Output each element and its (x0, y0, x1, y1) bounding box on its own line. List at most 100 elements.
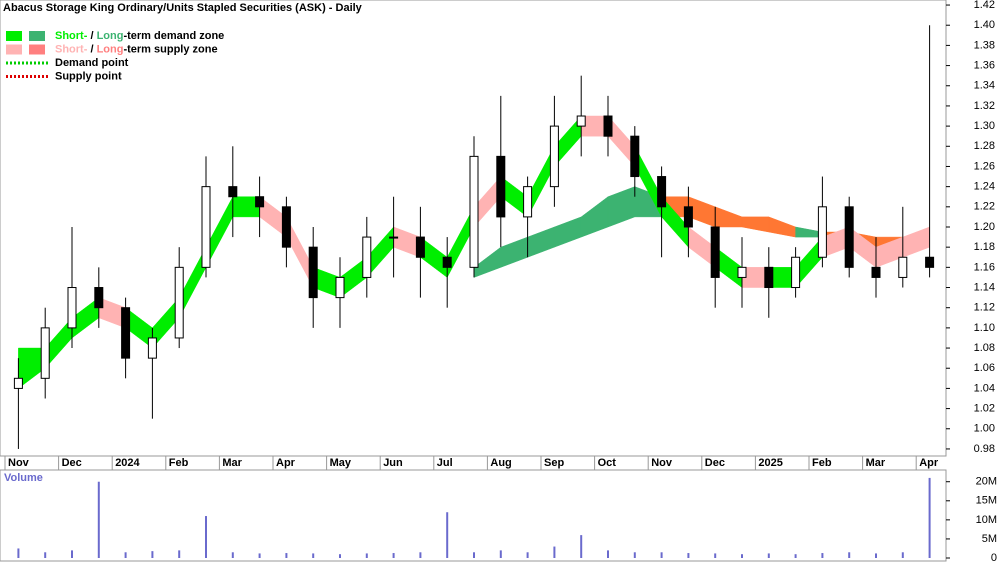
x-tick-label: Jul (437, 457, 453, 469)
y-tick-label: 20M (976, 476, 997, 488)
candle-body (737, 266, 747, 278)
y-tick-label: 1.38 (974, 39, 995, 51)
legend-text: -term demand zone (123, 30, 224, 42)
volume-bar (821, 553, 824, 558)
candle-body (791, 256, 801, 289)
volume-bar (741, 554, 743, 558)
x-tick-label: Oct (598, 457, 617, 469)
x-tick-label: Apr (919, 457, 939, 469)
legend-label: Demand point (55, 57, 129, 69)
volume-bar (473, 552, 475, 558)
volume-bar (875, 553, 877, 558)
y-tick-label: 1.02 (974, 402, 995, 414)
volume-bar (258, 553, 261, 558)
legend-label: Short- / Long-term supply zone (55, 43, 218, 55)
volume-bar (446, 512, 449, 558)
legend-text: -term supply zone (123, 43, 217, 55)
x-tick-label: Apr (276, 457, 296, 469)
y-tick-label: 0 (991, 552, 997, 562)
x-tick-label: Mar (222, 457, 242, 469)
volume-bar (714, 553, 717, 558)
volume-bar (285, 553, 288, 558)
y-tick-label: 1.42 (974, 0, 995, 11)
x-tick-label: Dec (62, 457, 82, 469)
legend-swatch (6, 44, 22, 55)
legend-swatch (29, 44, 45, 55)
volume-bar (660, 552, 663, 558)
candle-body (13, 377, 23, 389)
volume-bar (928, 477, 931, 558)
legend-label: Supply point (55, 70, 122, 82)
volume-bar (392, 553, 395, 558)
volume-title: Volume (4, 472, 43, 484)
volume-bar (365, 553, 368, 558)
legend-text: Short- (55, 43, 88, 55)
legend-swatch (29, 31, 45, 41)
y-tick-label: 1.26 (974, 160, 995, 172)
volume-bar (848, 552, 851, 558)
x-tick-label: Feb (169, 457, 189, 469)
volume-bar (794, 554, 797, 558)
x-tick-label: Jun (383, 457, 403, 469)
x-tick-label: Mar (866, 457, 886, 469)
y-tick-label: 1.12 (974, 302, 995, 314)
y-tick-label: 15M (976, 495, 997, 507)
y-tick-label: 1.34 (974, 80, 995, 92)
candle-body (308, 246, 318, 299)
legend-swatch (6, 31, 22, 41)
volume-bar (526, 552, 529, 558)
candle-body (67, 287, 77, 329)
legend-text: / (87, 43, 96, 55)
x-tick-label: 2024 (115, 457, 140, 469)
y-tick-label: 1.22 (974, 201, 995, 213)
volume-bar (151, 551, 154, 558)
candle-body (228, 186, 238, 198)
y-tick-label: 1.28 (974, 140, 995, 152)
candle-body (147, 337, 157, 359)
y-tick-label: 1.08 (974, 342, 995, 354)
y-tick-label: 1.00 (974, 423, 995, 435)
candle-body (174, 266, 184, 339)
volume-bar (17, 548, 20, 558)
candle-body (871, 266, 881, 278)
x-tick-label: Aug (490, 457, 511, 469)
legend-text: Long (97, 43, 124, 55)
y-tick-label: 10M (976, 514, 997, 526)
volume-bar (607, 550, 609, 558)
volume-bar (499, 550, 502, 558)
volume-bar (687, 553, 690, 558)
volume-bar (767, 553, 770, 558)
candle-body (523, 186, 533, 218)
candle-body (764, 266, 774, 289)
candle-body (335, 276, 345, 299)
y-tick-label: 1.20 (974, 221, 995, 233)
candle-body (898, 256, 908, 278)
y-tick-label: 0.98 (974, 443, 995, 455)
volume-panel (0, 469, 947, 562)
candle-body (683, 206, 693, 228)
x-tick-label: Feb (812, 457, 832, 469)
volume-bar (71, 550, 73, 558)
volume-bar (231, 552, 234, 558)
y-tick-label: 1.10 (974, 322, 995, 334)
y-tick-label: 1.36 (974, 59, 995, 71)
candle-body (389, 236, 399, 239)
candle-body (496, 155, 506, 218)
legend-text: Long (97, 30, 124, 42)
candle-body (469, 155, 479, 268)
candle-body (576, 115, 586, 127)
legend-label: Short- / Long-term demand zone (55, 30, 224, 42)
volume-bar (124, 552, 127, 558)
candle-body (442, 256, 452, 268)
legend-text: Short- (55, 30, 88, 42)
candle-body (40, 327, 50, 379)
x-tick-label: 2025 (758, 457, 782, 469)
volume-bar (339, 554, 341, 558)
candle-body (603, 115, 613, 137)
candle-body (281, 206, 291, 248)
x-tick-label: May (330, 457, 352, 469)
y-tick-label: 1.14 (974, 281, 995, 293)
y-tick-label: 1.30 (974, 120, 995, 132)
candle-body (415, 236, 425, 258)
